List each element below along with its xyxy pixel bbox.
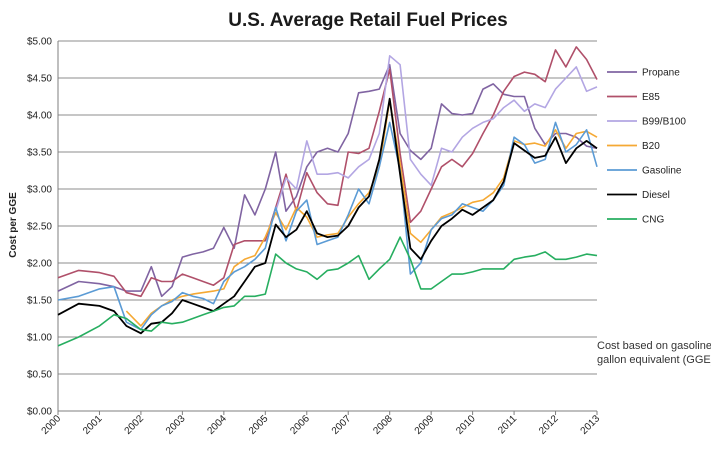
annotation-line-1: Cost based on gasoline (597, 340, 711, 352)
y-tick-label: $2.00 (27, 259, 52, 270)
y-tick-label: $2.50 (27, 222, 52, 233)
x-tick-label: 2005 (247, 413, 271, 437)
y-axis-ticks: $0.00 $0.50 $1.00 $1.50 $2.00 $2.50 $3.00 $3.50… (27, 37, 52, 418)
chart-title: U.S. Average Retail Fuel Prices (228, 10, 508, 31)
y-tick-label: $0.00 (27, 407, 52, 418)
x-tick-label: 2010 (454, 413, 478, 437)
y-tick-label: $0.50 (27, 370, 52, 381)
x-tick-label: 2013 (579, 413, 603, 437)
x-tick-label: 2012 (537, 413, 561, 437)
x-tick-label: 2006 (288, 413, 312, 437)
x-tick-label: 2004 (205, 413, 229, 437)
legend-label-propane: Propane (642, 68, 680, 79)
series-lines (57, 46, 598, 347)
legend-label-diesel: Diesel (642, 190, 670, 201)
legend-label-b99-b100: B99/B100 (642, 117, 686, 128)
y-tick-label: $4.00 (27, 111, 52, 122)
y-tick-label: $5.00 (27, 37, 52, 48)
y-axis-label: Cost per GGE (8, 192, 19, 258)
series-line-cng (57, 236, 598, 347)
series-line-b99-b100 (274, 55, 598, 212)
x-tick-label: 2011 (496, 413, 519, 436)
x-tick-label: 2008 (371, 413, 395, 437)
y-tick-label: $4.50 (27, 74, 52, 85)
x-tick-label: 2009 (413, 413, 437, 437)
series-line-diesel (57, 97, 598, 335)
x-tick-label: 2007 (330, 413, 354, 437)
x-tick-label: 2002 (123, 413, 147, 437)
series-line-e85 (57, 46, 598, 298)
gridlines (57, 40, 597, 412)
legend-label-e85: E85 (642, 92, 660, 103)
series-line-propane (57, 63, 598, 298)
x-tick-label: 2001 (81, 413, 105, 437)
y-tick-label: $3.50 (27, 148, 52, 159)
y-tick-label: $1.00 (27, 333, 52, 344)
legend-label-gasoline: Gasoline (642, 166, 682, 177)
x-axis-ticks: 2000 2001 2002 2003 2004 2005 2006 2007 2008 2009… (40, 411, 603, 437)
y-tick-label: $1.50 (27, 296, 52, 307)
legend: Propane E85 B99/B100 B20 Gasoline Diesel CNG (607, 68, 686, 226)
annotation-line-2: gallon equivalent (GGE) (597, 354, 711, 366)
x-tick-label: 2003 (164, 413, 188, 437)
series-line-b20 (125, 99, 598, 327)
series-line-gasoline (57, 121, 598, 331)
legend-label-b20: B20 (642, 141, 660, 152)
legend-label-cng: CNG (642, 215, 664, 226)
y-tick-label: $3.00 (27, 185, 52, 196)
